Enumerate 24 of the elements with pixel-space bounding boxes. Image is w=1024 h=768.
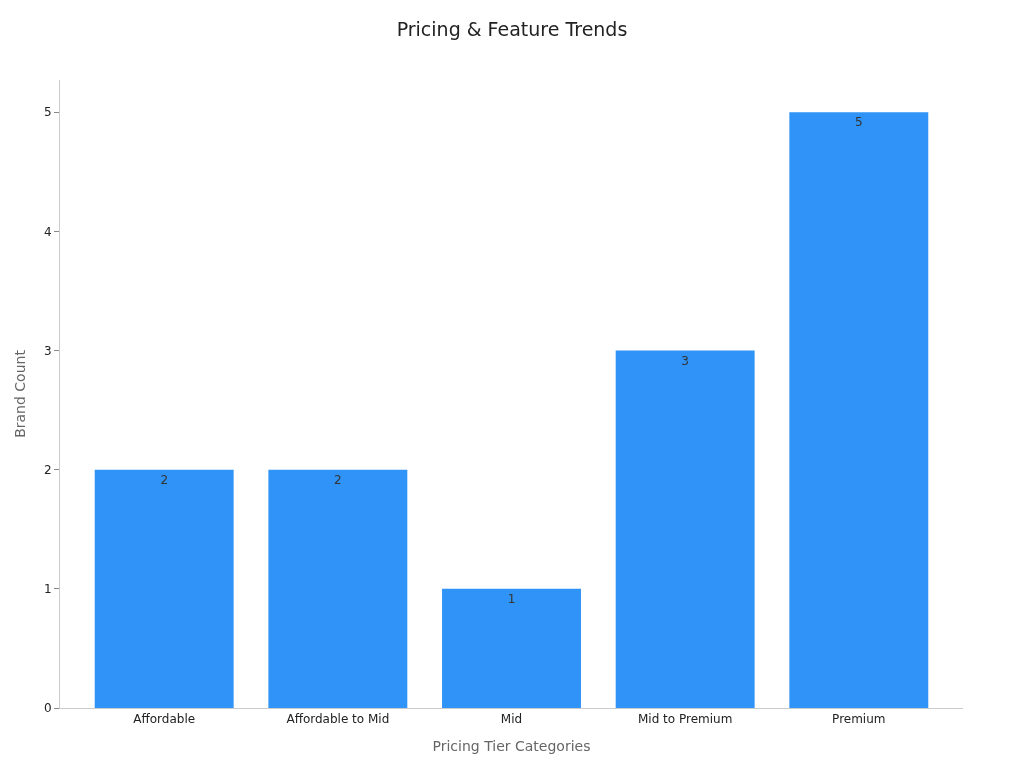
y-tick-label: 3: [43, 343, 52, 358]
y-tick-label: 1: [43, 582, 52, 597]
chart-title: Pricing & Feature Trends: [396, 18, 628, 41]
data-label: 2: [334, 472, 342, 487]
data-label: 5: [854, 115, 863, 130]
bar: [94, 469, 234, 708]
y-tick-label: 5: [43, 105, 52, 120]
y-tick-label: 2: [43, 462, 52, 477]
x-tick-label: Affordable: [133, 712, 196, 727]
bar: [615, 350, 755, 708]
x-tick-label: Mid to Premium: [637, 712, 733, 727]
y-tick-label: 0: [43, 701, 52, 716]
data-label: 3: [681, 353, 689, 368]
bar: [789, 112, 929, 708]
y-axis-title: Brand Count: [11, 349, 28, 438]
data-label: 1: [507, 591, 516, 606]
data-label: 2: [160, 472, 169, 487]
y-tick-label: 4: [43, 224, 52, 239]
bar: [268, 469, 408, 708]
bar: [442, 588, 581, 708]
x-tick-label: Affordable to Mid: [286, 712, 390, 727]
x-tick-label: Mid: [500, 712, 523, 727]
x-axis-title: Pricing Tier Categories: [432, 737, 591, 754]
x-tick-label: Premium: [832, 712, 886, 727]
